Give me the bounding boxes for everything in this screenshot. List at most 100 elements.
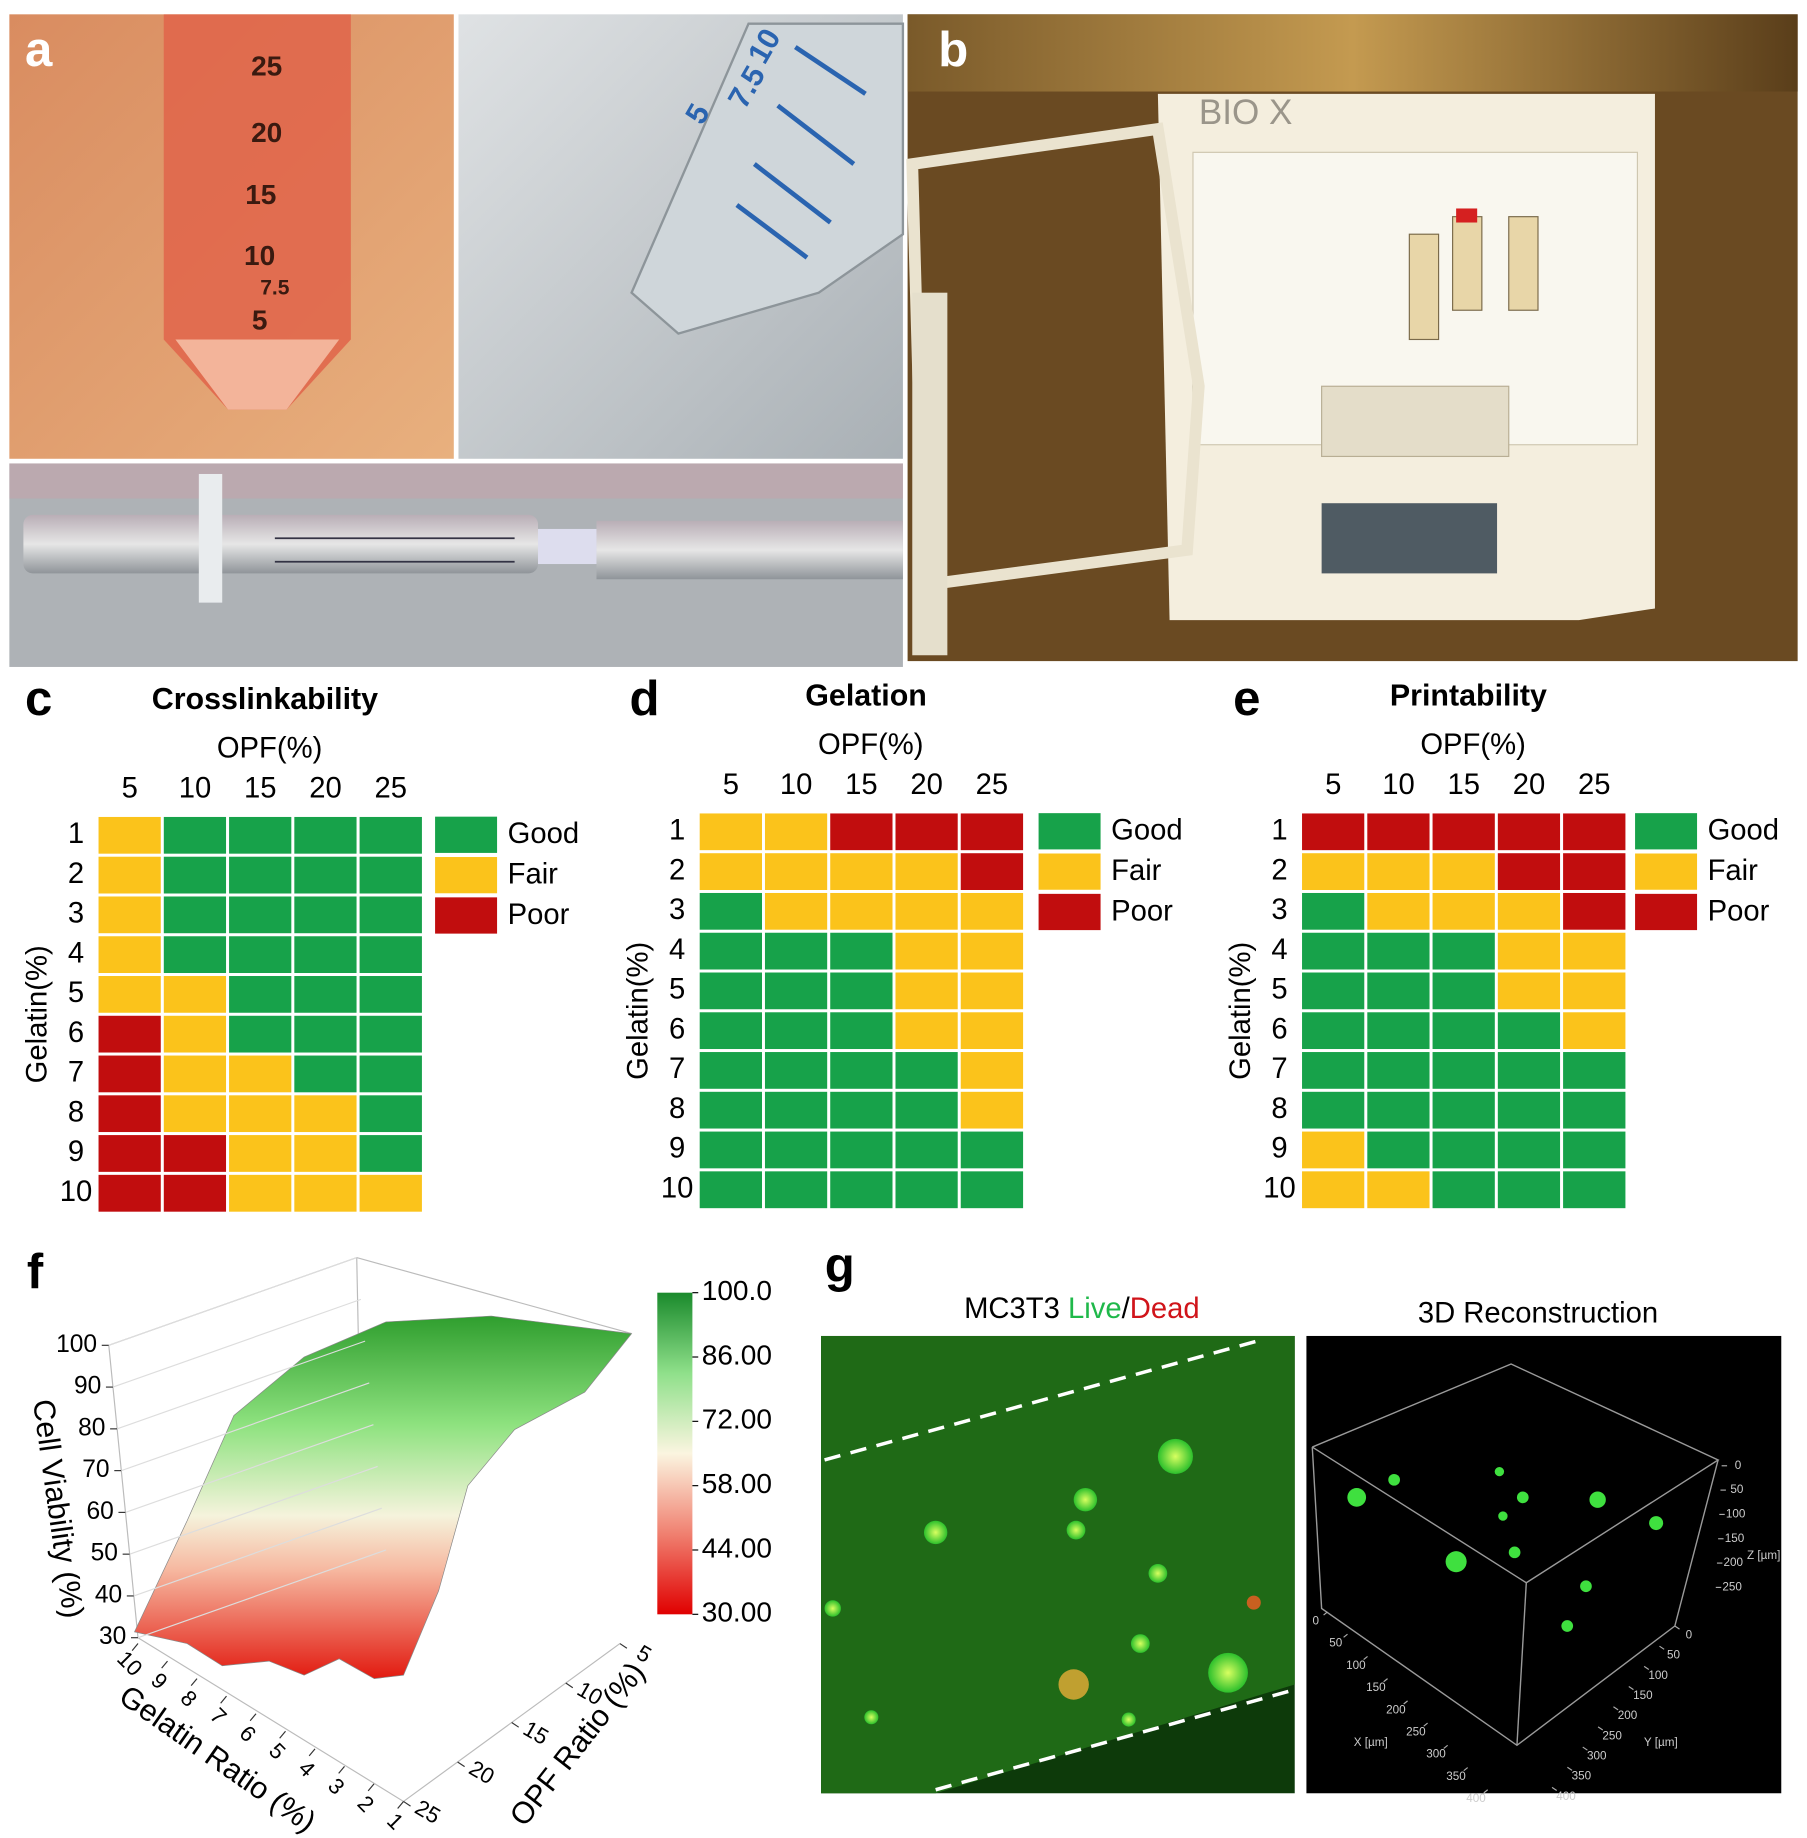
x-tick-label: 15 xyxy=(244,772,277,804)
heatmap-cell xyxy=(1299,1168,1368,1212)
heatmap-cell xyxy=(957,969,1027,1013)
y-tick-label: 2 xyxy=(669,854,685,886)
heatmap-cell xyxy=(291,893,360,937)
y-tick-label: 15 xyxy=(519,1716,553,1750)
heatmap-cell xyxy=(1299,1128,1368,1172)
x-axis-title: Gelatin Ratio (%) xyxy=(113,1679,322,1838)
chart-title: Crosslinkability xyxy=(152,682,378,716)
heatmap-cell xyxy=(696,969,765,1013)
title-part: / xyxy=(1122,1293,1131,1325)
x-axis-title: OPF(%) xyxy=(818,729,924,761)
y-tick-label: 5 xyxy=(1271,974,1287,1006)
heatmap-cell xyxy=(226,1012,295,1056)
x-tick-label: 15 xyxy=(1447,769,1480,801)
y-tick xyxy=(565,1682,574,1689)
heatmap-cell xyxy=(827,850,896,893)
heatmap-cell xyxy=(226,1171,295,1215)
grid-line xyxy=(112,1298,362,1388)
panel-label: f xyxy=(27,1245,44,1299)
heatmap-cell xyxy=(1429,890,1498,933)
heatmap-cell xyxy=(827,1049,896,1092)
heatmap-cell xyxy=(762,810,831,854)
y-axis-title: Gelatin(%) xyxy=(21,945,53,1083)
heatmap-cell xyxy=(1429,969,1498,1013)
tube-mark: 5 xyxy=(252,304,268,335)
legend-label: Good xyxy=(1111,815,1182,847)
heatmap-cell xyxy=(1494,1128,1564,1172)
heatmap-cell xyxy=(291,1171,360,1215)
axis-tick-label: 250 xyxy=(1722,1581,1742,1594)
colorbar-label: 44.00 xyxy=(702,1532,772,1563)
heatmap-cell xyxy=(827,810,896,854)
heatmap-cell xyxy=(1494,969,1564,1013)
legend-label: Poor xyxy=(1708,895,1770,927)
legend-swatch xyxy=(1635,813,1698,850)
colorbar-label: 100.0 xyxy=(702,1275,772,1306)
x-tick xyxy=(190,1678,198,1687)
panel-label: e xyxy=(1233,672,1260,726)
x-tick-label: 5 xyxy=(122,772,138,804)
heatmap-cell xyxy=(356,1132,425,1175)
heatmap-cell xyxy=(160,1012,230,1056)
heatmap-cell xyxy=(356,933,425,977)
heatmap-cell xyxy=(1429,1049,1498,1092)
axis-tick-label: 400 xyxy=(1556,1790,1576,1803)
z-tick-label: 90 xyxy=(74,1373,101,1400)
heatmap-cell xyxy=(1560,1128,1629,1172)
x-tick xyxy=(308,1748,316,1757)
photo-syringe xyxy=(9,463,903,667)
heatmap-cell xyxy=(160,1171,230,1215)
photo-tube xyxy=(9,14,454,459)
heatmap-cell xyxy=(1364,1049,1433,1092)
heatmap-cell xyxy=(1364,1088,1433,1132)
y-tick-label: 6 xyxy=(1271,1013,1287,1045)
heatmap-cell xyxy=(696,1168,765,1212)
printer-brand: BIO X xyxy=(1199,93,1293,132)
axis-tick xyxy=(1483,1789,1489,1794)
y-tick-label: 7 xyxy=(669,1053,685,1085)
heatmap-cell xyxy=(762,1009,831,1053)
heatmap-cell xyxy=(1560,810,1629,854)
y-tick-label: 9 xyxy=(1271,1133,1287,1165)
axis-tick xyxy=(1582,1746,1588,1751)
x-tick-label: 3 xyxy=(323,1773,349,1799)
x-tick-label: 4 xyxy=(294,1756,320,1782)
heatmap-cell xyxy=(1494,929,1564,973)
heatmap-cell xyxy=(1429,850,1498,893)
x-tick-label: 20 xyxy=(309,772,342,804)
axis-tick-label: 150 xyxy=(1633,1689,1653,1702)
heatmap-cell xyxy=(696,1088,765,1132)
y-tick-label: 5 xyxy=(669,974,685,1006)
heatmap-cell xyxy=(95,1171,164,1215)
tube-mark: 15 xyxy=(245,179,276,210)
x-tick xyxy=(338,1765,345,1774)
axis-tick-label: 350 xyxy=(1572,1770,1592,1783)
x-tick-label: 2 xyxy=(353,1791,379,1817)
heatmap-cell xyxy=(762,929,831,973)
axis-tick-label: 250 xyxy=(1406,1726,1426,1739)
axis-tick xyxy=(1597,1726,1604,1731)
y-tick-label: 9 xyxy=(68,1136,84,1168)
y-tick-label: 2 xyxy=(68,858,84,890)
heatmap-cell xyxy=(226,853,295,897)
heatmap-cell xyxy=(95,853,164,897)
y-tick-label: 7 xyxy=(1271,1053,1287,1085)
heatmap-cell xyxy=(226,1052,295,1096)
heatmap-cell xyxy=(1299,969,1368,1013)
panel-label: a xyxy=(25,23,53,77)
heatmap-cell xyxy=(356,1052,425,1096)
heatmap-cell xyxy=(1364,929,1433,973)
heatmap-cell xyxy=(1494,1049,1564,1092)
x-axis-title: OPF(%) xyxy=(217,733,323,765)
x-tick xyxy=(249,1713,257,1722)
title-part: Live xyxy=(1068,1293,1122,1325)
y-axis-title: Gelatin(%) xyxy=(622,942,654,1080)
z-tick-label: 70 xyxy=(82,1456,109,1483)
axis-title: X [µm] xyxy=(1354,1736,1388,1749)
heatmap-cell xyxy=(160,814,230,857)
heatmap-cell xyxy=(226,973,295,1016)
y-tick xyxy=(403,1800,411,1807)
x-tick-label: 5 xyxy=(264,1738,290,1764)
heatmap-cell xyxy=(1560,1049,1629,1092)
x-tick-label: 20 xyxy=(910,769,943,801)
